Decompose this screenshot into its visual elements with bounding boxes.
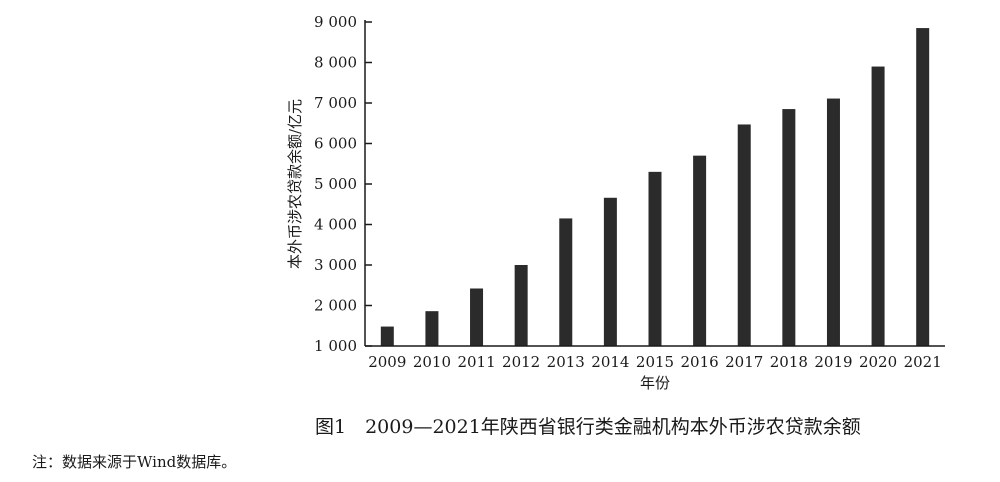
y-tick-label: 6 000 xyxy=(314,135,357,153)
y-tick-label: 8 000 xyxy=(314,54,357,72)
bar-2012 xyxy=(514,265,528,346)
y-axis-title: 本外币涉农贷款余额/亿元 xyxy=(286,99,304,269)
x-tick-label: 2010 xyxy=(413,353,451,371)
y-tick-label: 3 000 xyxy=(314,256,357,274)
x-tick-label: 2017 xyxy=(725,353,763,371)
x-tick-label: 2013 xyxy=(547,353,585,371)
y-tick-label: 7 000 xyxy=(314,94,357,112)
x-tick-label: 2014 xyxy=(591,353,629,371)
x-tick-label: 2019 xyxy=(814,353,852,371)
y-tick-label: 1 000 xyxy=(314,337,357,355)
x-tick-label: 2012 xyxy=(502,353,540,371)
x-tick-label: 2021 xyxy=(904,353,942,371)
x-axis-tick-labels: 2009 2010 2011 2012 2013 2014 2015 2016 2017 2018… xyxy=(368,353,942,371)
bar-2017 xyxy=(737,124,751,346)
bars xyxy=(380,28,930,347)
source-note: 注：数据来源于Wind数据库。 xyxy=(32,453,237,471)
bar-2016 xyxy=(693,155,707,346)
bar-2013 xyxy=(559,218,573,346)
x-tick-label: 2015 xyxy=(636,353,674,371)
bar-2018 xyxy=(782,109,796,346)
x-axis-title: 年份 xyxy=(640,374,670,392)
x-tick-label: 2016 xyxy=(681,353,719,371)
y-tick-label: 4 000 xyxy=(314,216,357,234)
x-tick-label: 2009 xyxy=(368,353,406,371)
x-tick-label: 2018 xyxy=(770,353,808,371)
bar-chart: 1 000 2 000 3 000 4 000 5 000 6 000 7 000 8 000… xyxy=(286,13,945,392)
bar-2014 xyxy=(603,197,617,346)
y-tick-label: 2 000 xyxy=(314,297,357,315)
y-tick-label: 5 000 xyxy=(314,175,357,193)
bar-2010 xyxy=(425,311,439,346)
bar-2011 xyxy=(470,288,484,346)
bar-2019 xyxy=(826,98,840,346)
bar-2021 xyxy=(916,28,930,346)
bar-2020 xyxy=(871,66,885,347)
x-tick-label: 2020 xyxy=(859,353,897,371)
y-axis-ticks: 1 000 2 000 3 000 4 000 5 000 6 000 7 000 8 000… xyxy=(314,13,372,355)
y-tick-label: 9 000 xyxy=(314,13,357,31)
x-tick-label: 2011 xyxy=(457,353,495,371)
figure-caption: 图1 2009—2021年陕西省银行类金融机构本外币涉农贷款余额 xyxy=(315,416,861,438)
bar-2015 xyxy=(648,171,662,346)
bar-2009 xyxy=(380,326,394,346)
